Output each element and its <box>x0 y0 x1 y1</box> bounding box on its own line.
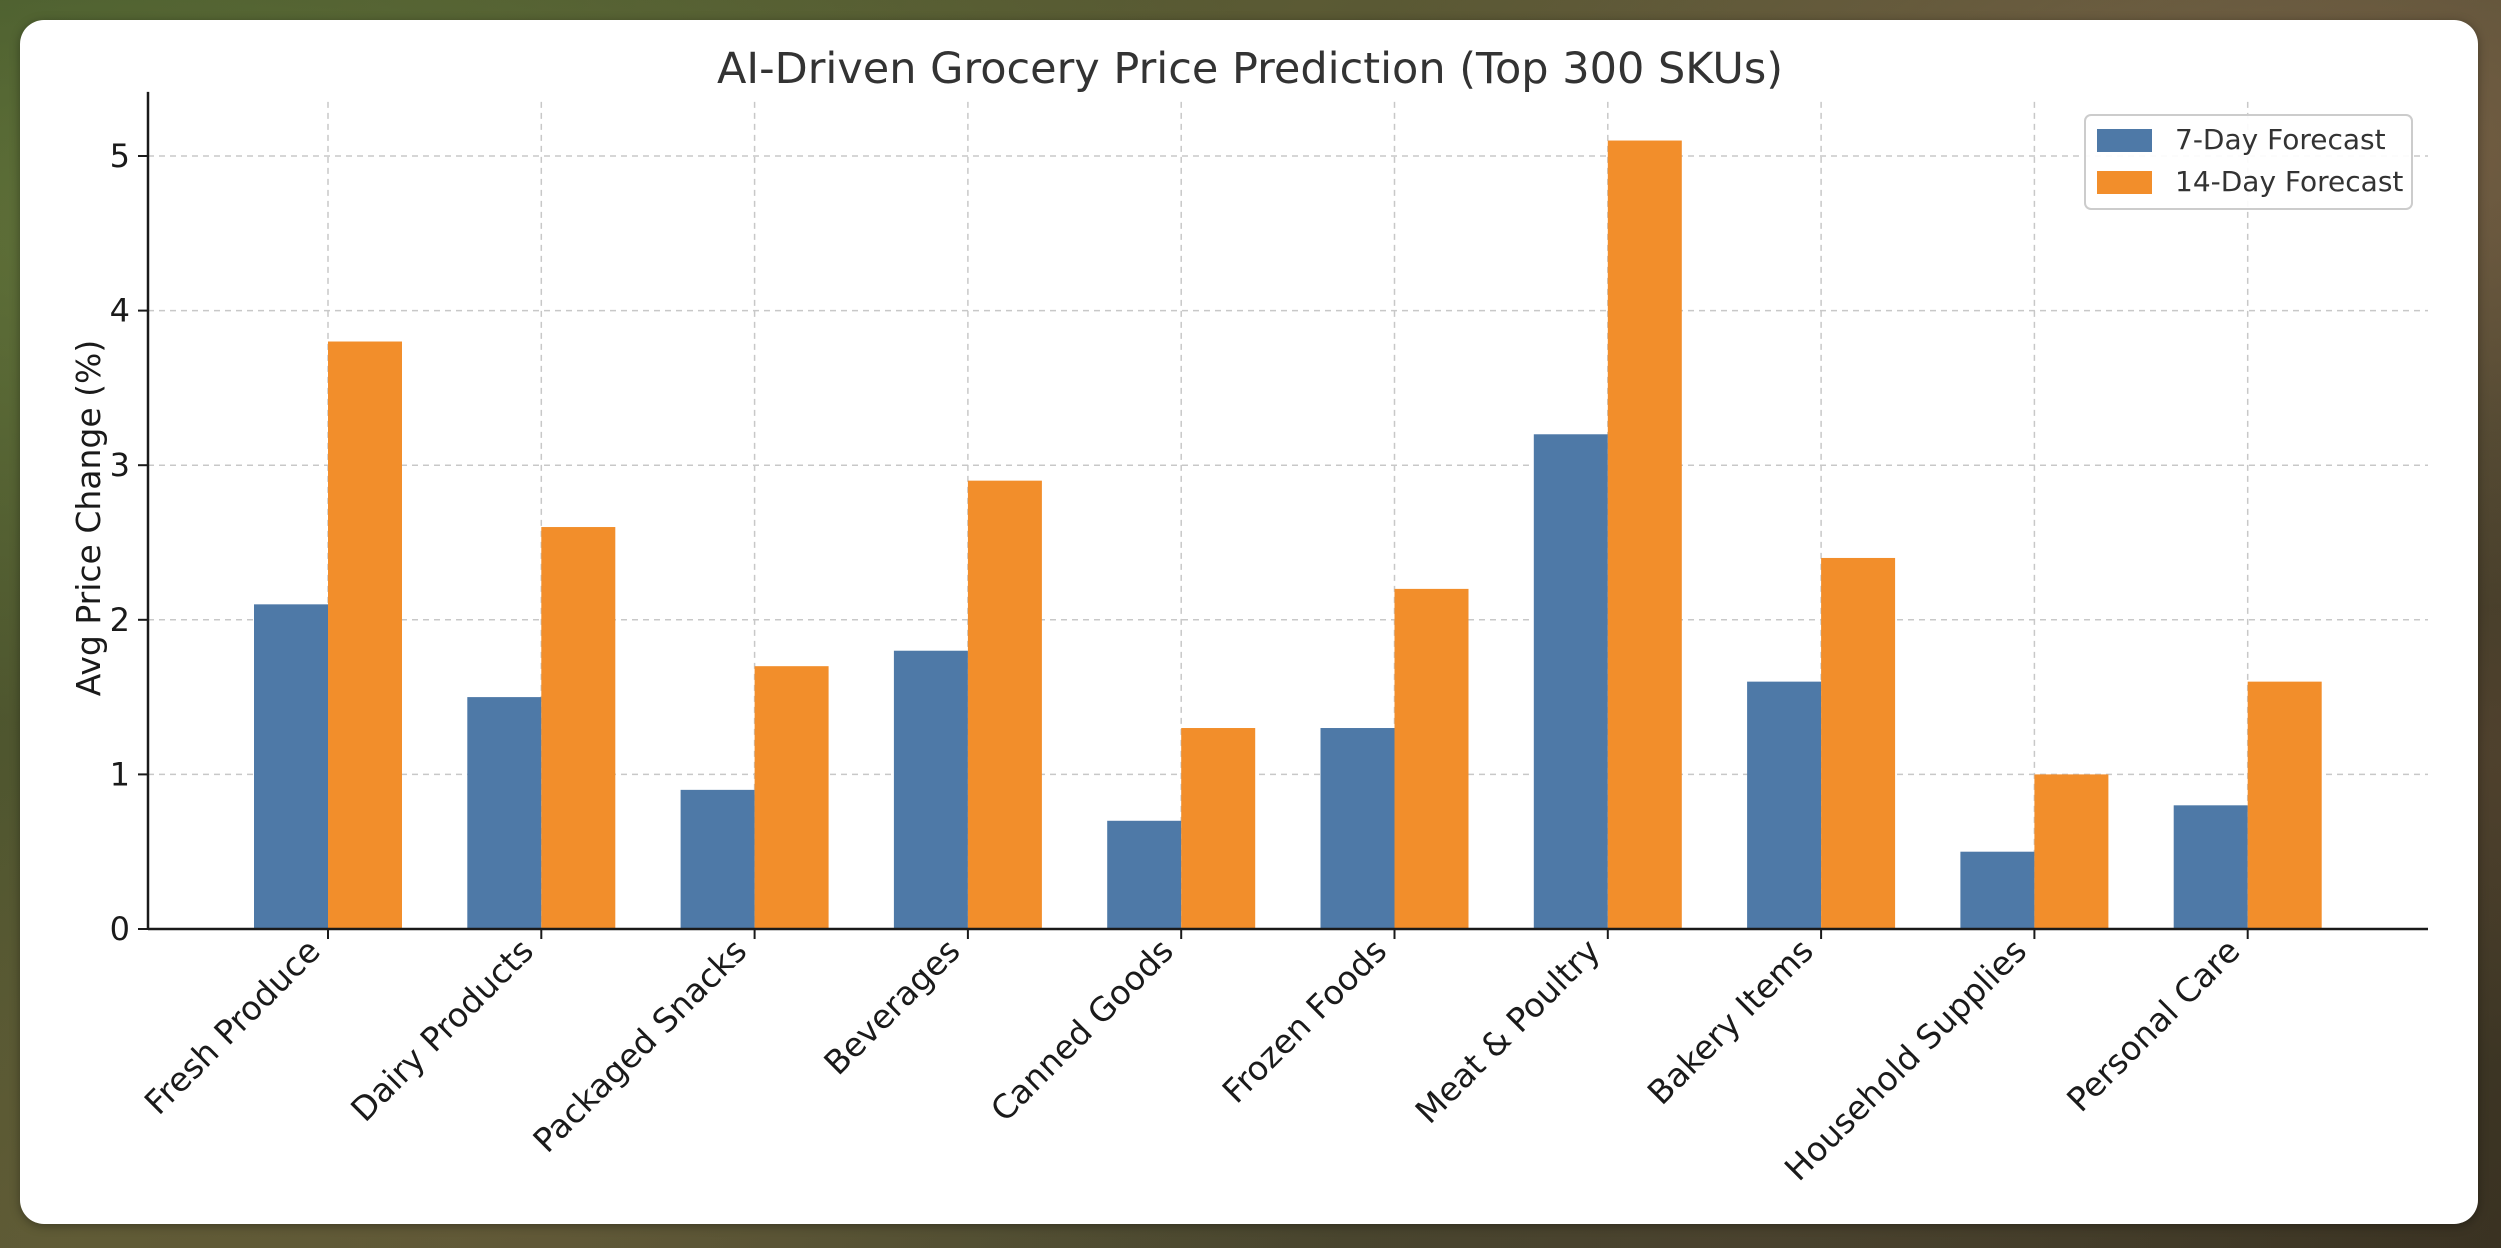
category-label: Fresh Produce <box>137 931 328 1122</box>
bar-7-day <box>1533 434 1608 929</box>
bar-7-day <box>680 789 755 929</box>
y-tick-label: 2 <box>110 601 130 639</box>
bar-7-day <box>1107 820 1182 929</box>
y-axis-label: Avg Price Change (%) <box>69 340 108 697</box>
tick-labels: 0 1 2 3 4 5 Fresh Produce Dairy ProductsPackage… <box>110 137 2248 1188</box>
legend-swatch-7-day <box>2097 129 2152 152</box>
bar-7-day <box>1320 728 1395 929</box>
bar-14-day <box>2034 774 2109 929</box>
legend-label-14-day: 14-Day Forecast <box>2175 165 2403 198</box>
chart-card <box>20 20 2478 1224</box>
legend-frame <box>2084 114 2413 210</box>
bar-14-day <box>754 666 829 929</box>
bar-7-day <box>1747 681 1822 929</box>
legend-label-7-day: 7-Day Forecast <box>2175 123 2386 156</box>
category-label: Meat & Poultry <box>1408 931 1608 1131</box>
category-label: Packaged Snacks <box>525 931 754 1160</box>
bar-7-day <box>2173 805 2248 929</box>
category-label: Personal Care <box>2059 931 2247 1119</box>
bar-14-day <box>1181 728 1256 929</box>
category-label: Frozen Foods <box>1215 931 1395 1111</box>
y-tick-label: 3 <box>110 446 130 484</box>
bar-14-day <box>1821 557 1896 929</box>
bar-14-day <box>541 527 616 929</box>
chart-title: AI-Driven Grocery Price Prediction (Top … <box>717 44 1783 94</box>
legend-swatch-14-day <box>2097 171 2152 194</box>
bar-7-day <box>254 604 328 929</box>
bar-14-day <box>2247 681 2322 929</box>
category-label: Bakery Items <box>1640 931 1821 1112</box>
axes <box>138 91 2428 939</box>
bar-14-day <box>1394 588 1469 929</box>
bar-7-day <box>1960 851 2035 929</box>
y-tick-label: 1 <box>110 755 130 793</box>
bar-7-day <box>467 697 542 929</box>
y-tick-label: 4 <box>110 292 130 330</box>
bar-7-day <box>893 650 968 929</box>
category-label: Dairy Products <box>343 931 541 1129</box>
category-label: Canned Goods <box>983 931 1181 1129</box>
bars <box>254 140 2322 930</box>
bar-14-day <box>328 341 402 929</box>
category-label: Household Supplies <box>1777 931 2034 1188</box>
y-tick-label: 0 <box>110 910 130 948</box>
bar-14-day <box>967 480 1042 929</box>
y-tick-label: 5 <box>110 137 130 175</box>
legend: 7-Day Forecast 14-Day Forecast <box>2084 114 2413 210</box>
bar-14-day <box>1607 140 1682 930</box>
category-label: Beverages <box>816 931 967 1082</box>
